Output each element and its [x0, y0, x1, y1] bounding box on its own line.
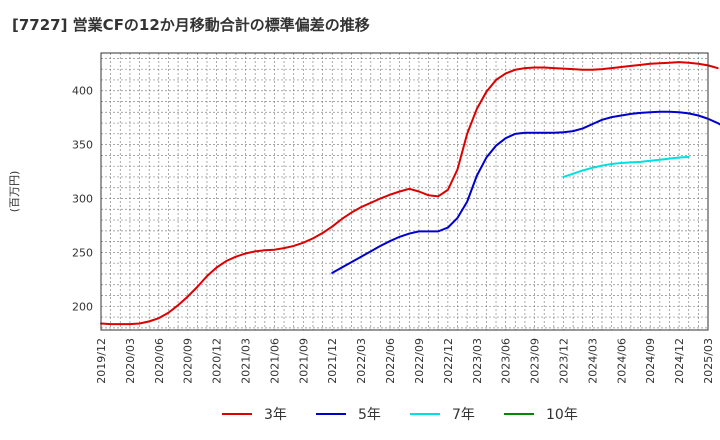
- x-tick-label: 2021/03: [240, 338, 253, 384]
- y-tick-label: 300: [72, 193, 93, 206]
- plot-area: [101, 53, 708, 330]
- x-tick-label: 2020/03: [124, 338, 137, 384]
- legend-label: 5年: [358, 407, 381, 423]
- x-tick-label: 2024/03: [586, 338, 599, 384]
- chart-title: [7727] 営業CFの12か月移動合計の標準偏差の推移: [12, 16, 370, 34]
- x-tick-label: 2022/06: [384, 338, 397, 384]
- x-tick-label: 2024/09: [644, 338, 657, 384]
- y-axis-label: (百万円): [8, 171, 21, 213]
- legend-label: 3年: [264, 407, 287, 423]
- series-line: [100, 61, 719, 326]
- grid-lines: [100, 53, 709, 330]
- x-tick-label: 2023/12: [557, 338, 570, 384]
- x-tick-label: 2020/09: [182, 338, 195, 384]
- legend: 3年 5年 7年 10年: [222, 407, 578, 423]
- x-tick-label: 2024/12: [673, 338, 686, 384]
- x-tick-label: 2021/09: [297, 338, 310, 384]
- x-tick-label: 2023/03: [471, 338, 484, 384]
- x-tick-label: 2023/09: [529, 338, 542, 384]
- y-tick-labels: 200 250 300 350 400: [72, 85, 93, 314]
- series-line: [331, 110, 720, 274]
- legend-label: 10年: [546, 407, 578, 423]
- y-tick-label: 350: [72, 139, 93, 152]
- series-lines: [100, 61, 720, 326]
- y-tick-label: 200: [72, 300, 93, 313]
- y-tick-label: 400: [72, 85, 93, 98]
- x-tick-label: 2020/06: [153, 338, 166, 384]
- legend-item: 10年: [504, 407, 578, 423]
- x-tick-label: 2023/06: [500, 338, 513, 384]
- plot-frame: [100, 52, 709, 331]
- legend-item: 5年: [316, 407, 381, 423]
- x-tick-label: 2022/12: [442, 338, 455, 384]
- legend-label: 7年: [452, 407, 475, 423]
- x-tick-label: 2021/12: [326, 338, 339, 384]
- x-tick-label: 2022/09: [413, 338, 426, 384]
- x-tick-label: 2020/12: [211, 338, 224, 384]
- x-tick-label: 2021/06: [268, 338, 281, 384]
- x-tick-label: 2022/03: [355, 338, 368, 384]
- x-tick-label: 2024/06: [615, 338, 628, 384]
- x-tick-label: 2019/12: [95, 338, 108, 384]
- y-tick-label: 250: [72, 246, 93, 259]
- x-tick-label: 2025/03: [702, 338, 715, 384]
- legend-item: 3年: [222, 407, 287, 423]
- x-tick-labels: 2019/12 2020/03 2020/06 2020/09 2020/12 2021/…: [95, 338, 715, 384]
- legend-item: 7年: [410, 407, 475, 423]
- series-line: [562, 156, 690, 178]
